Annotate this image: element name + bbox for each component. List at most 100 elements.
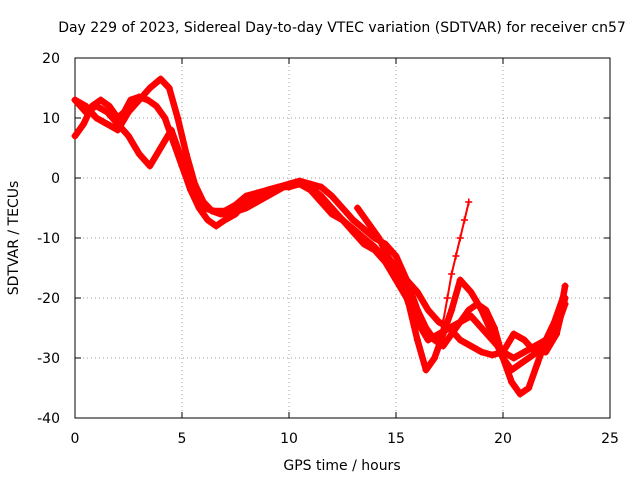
series-track-2: [71, 75, 567, 398]
y-tick-label: 10: [42, 111, 60, 127]
data-point-marker: [167, 126, 175, 134]
chart-title: Day 229 of 2023, Sidereal Day-to-day VTE…: [58, 20, 626, 36]
data-point-marker: [413, 306, 421, 314]
data-point-marker: [178, 156, 186, 164]
data-point-marker: [499, 348, 507, 356]
data-point-marker: [135, 96, 143, 104]
data-point-marker: [221, 216, 229, 224]
data-point-marker: [383, 252, 391, 260]
x-tick-label: 20: [494, 431, 512, 447]
data-point-marker: [448, 270, 456, 278]
data-point-marker: [199, 204, 207, 212]
data-point-marker: [561, 282, 569, 290]
data-point-marker: [80, 120, 88, 128]
data-point-marker: [422, 324, 430, 332]
data-point-marker: [349, 216, 357, 224]
y-tick-label: -20: [37, 291, 60, 307]
data-point-marker: [135, 150, 143, 158]
data-point-marker: [174, 114, 182, 122]
data-point-marker: [525, 384, 533, 392]
data-point-marker: [306, 183, 314, 191]
data-point-marker: [456, 318, 464, 326]
series-spike-track: [435, 198, 473, 344]
data-point-marker: [264, 192, 272, 200]
data-point-marker: [405, 300, 413, 308]
data-point-marker: [360, 225, 368, 233]
data-point-marker: [510, 354, 518, 362]
data-point-marker: [165, 84, 173, 92]
data-point-marker: [465, 306, 473, 314]
data-point-marker: [533, 360, 541, 368]
data-point-marker: [221, 207, 229, 215]
data-point-marker: [317, 183, 325, 191]
data-point-marker: [97, 96, 105, 104]
data-point-marker: [92, 102, 100, 110]
data-point-marker: [242, 192, 250, 200]
data-point-marker: [424, 306, 432, 314]
data-point-marker: [125, 132, 132, 140]
data-point-marker: [456, 336, 464, 344]
x-tick-label: 15: [387, 431, 405, 447]
data-point-marker: [478, 348, 486, 356]
data-point-marker: [465, 198, 473, 206]
data-point-marker: [510, 330, 518, 338]
series-line: [71, 96, 569, 374]
data-point-marker: [105, 102, 113, 110]
data-point-marker: [525, 354, 533, 362]
data-point-marker: [435, 336, 443, 344]
y-tick-label: 20: [42, 51, 60, 67]
data-point-marker: [161, 114, 169, 122]
series-line: [71, 75, 567, 398]
data-point-marker: [460, 216, 468, 224]
data-series: [71, 75, 569, 398]
data-point-marker: [152, 102, 160, 110]
x-tick-labels: 0 5 10 15 20 25: [71, 431, 619, 447]
data-point-marker: [92, 114, 100, 122]
data-point-marker: [422, 366, 430, 374]
data-point-marker: [353, 204, 361, 212]
data-point-marker: [114, 120, 122, 128]
y-tick-label: 0: [51, 171, 60, 187]
data-point-marker: [467, 342, 475, 350]
data-point-marker: [467, 312, 475, 320]
data-point-marker: [264, 186, 272, 194]
data-point-marker: [413, 288, 421, 296]
data-point-marker: [339, 204, 346, 212]
data-point-marker: [478, 324, 486, 332]
data-point-marker: [516, 360, 524, 368]
y-tick-label: -40: [37, 411, 60, 427]
series-track-3: [71, 96, 569, 374]
data-point-marker: [508, 378, 516, 386]
data-point-marker: [182, 150, 190, 158]
data-point-marker: [71, 96, 79, 104]
data-point-marker: [531, 348, 539, 356]
data-point-marker: [478, 306, 486, 314]
data-point-marker: [424, 336, 432, 344]
x-tick-label: 10: [280, 431, 298, 447]
data-point-marker: [516, 390, 524, 398]
data-point-marker: [210, 207, 218, 215]
data-point-marker: [82, 108, 90, 116]
data-point-marker: [296, 177, 304, 185]
x-axis-label: GPS time / hours: [283, 458, 400, 474]
data-point-marker: [499, 354, 507, 362]
data-point-marker: [456, 276, 464, 284]
data-point-marker: [189, 186, 197, 194]
data-point-marker: [452, 252, 460, 260]
data-point-marker: [317, 192, 325, 200]
data-point-marker: [488, 330, 496, 338]
data-point-marker: [392, 252, 400, 260]
series-track-4: [353, 204, 569, 359]
data-point-marker: [204, 216, 212, 224]
data-point-marker: [253, 189, 261, 197]
data-point-marker: [443, 294, 451, 302]
data-point-marker: [242, 204, 250, 212]
data-point-marker: [349, 225, 357, 233]
data-point-marker: [146, 162, 154, 170]
data-point-marker: [508, 366, 516, 374]
y-tick-label: -10: [37, 231, 60, 247]
data-point-marker: [467, 288, 475, 296]
data-point-marker: [392, 264, 400, 272]
x-tick-label: 5: [178, 431, 187, 447]
